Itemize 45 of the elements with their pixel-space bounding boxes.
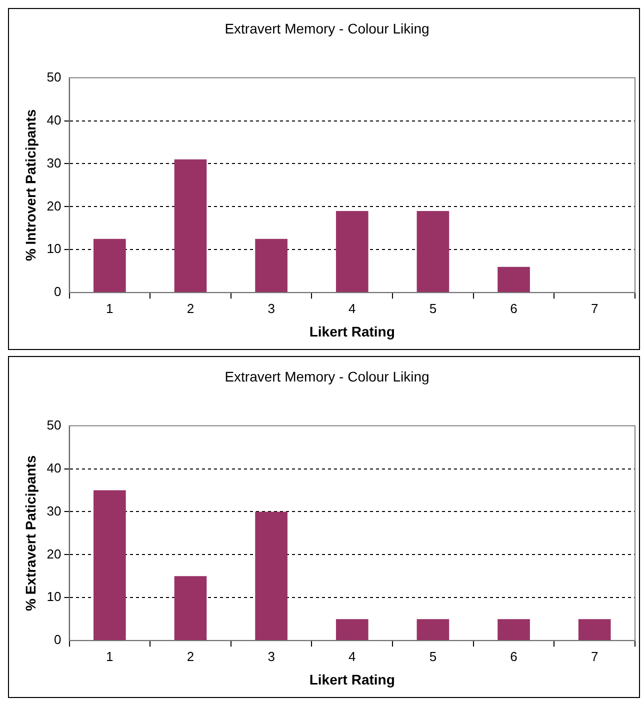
x-tick-label: 4 — [348, 648, 356, 664]
x-tick-label: 6 — [510, 648, 518, 664]
x-tick-label: 7 — [590, 300, 598, 316]
bar — [336, 619, 368, 640]
x-tick-label: 5 — [429, 648, 437, 664]
bar — [498, 619, 530, 640]
x-tick-label: 5 — [429, 300, 437, 316]
x-tick-label: 1 — [106, 300, 114, 316]
x-tick-label: 3 — [268, 648, 275, 664]
y-tick-label: 30 — [46, 155, 62, 170]
x-tick-label: 1 — [106, 648, 114, 664]
bar — [578, 619, 611, 640]
bar — [94, 238, 126, 292]
x-tick-label: 2 — [186, 300, 194, 316]
y-tick-label: 0 — [54, 284, 62, 300]
chart-title: Extravert Memory - Colour Liking — [224, 20, 430, 36]
bar — [416, 210, 450, 292]
bar — [336, 210, 368, 292]
bar — [255, 238, 288, 292]
y-tick-label: 20 — [46, 198, 62, 214]
y-axis-title: % Extravert Paticipants — [22, 455, 38, 612]
bar — [174, 159, 207, 292]
x-tick-label: 6 — [510, 300, 518, 316]
x-tick-label: 2 — [186, 648, 194, 664]
bar — [498, 266, 530, 292]
x-axis-title: Likert Rating — [309, 323, 395, 340]
y-tick-label: 0 — [54, 632, 62, 648]
y-tick-label: 40 — [46, 112, 62, 128]
chart-title: Extravert Memory - Colour Liking — [224, 368, 430, 384]
x-tick-label: 4 — [348, 300, 356, 316]
bar — [174, 576, 207, 640]
x-axis-title: Likert Rating — [309, 671, 395, 688]
y-tick-label: 10 — [46, 241, 62, 256]
y-tick-label: 20 — [46, 546, 62, 562]
y-tick-label: 30 — [46, 503, 62, 518]
bar — [416, 619, 450, 640]
y-tick-label: 10 — [46, 589, 62, 604]
y-axis-title: % Introvert Paticipants — [22, 109, 38, 262]
y-tick-label: 50 — [46, 417, 62, 432]
x-tick-label: 7 — [590, 648, 598, 664]
y-tick-label: 50 — [46, 69, 62, 84]
y-tick-label: 40 — [46, 460, 62, 476]
x-tick-label: 3 — [268, 300, 275, 316]
bar — [94, 490, 126, 640]
bar — [255, 512, 288, 640]
